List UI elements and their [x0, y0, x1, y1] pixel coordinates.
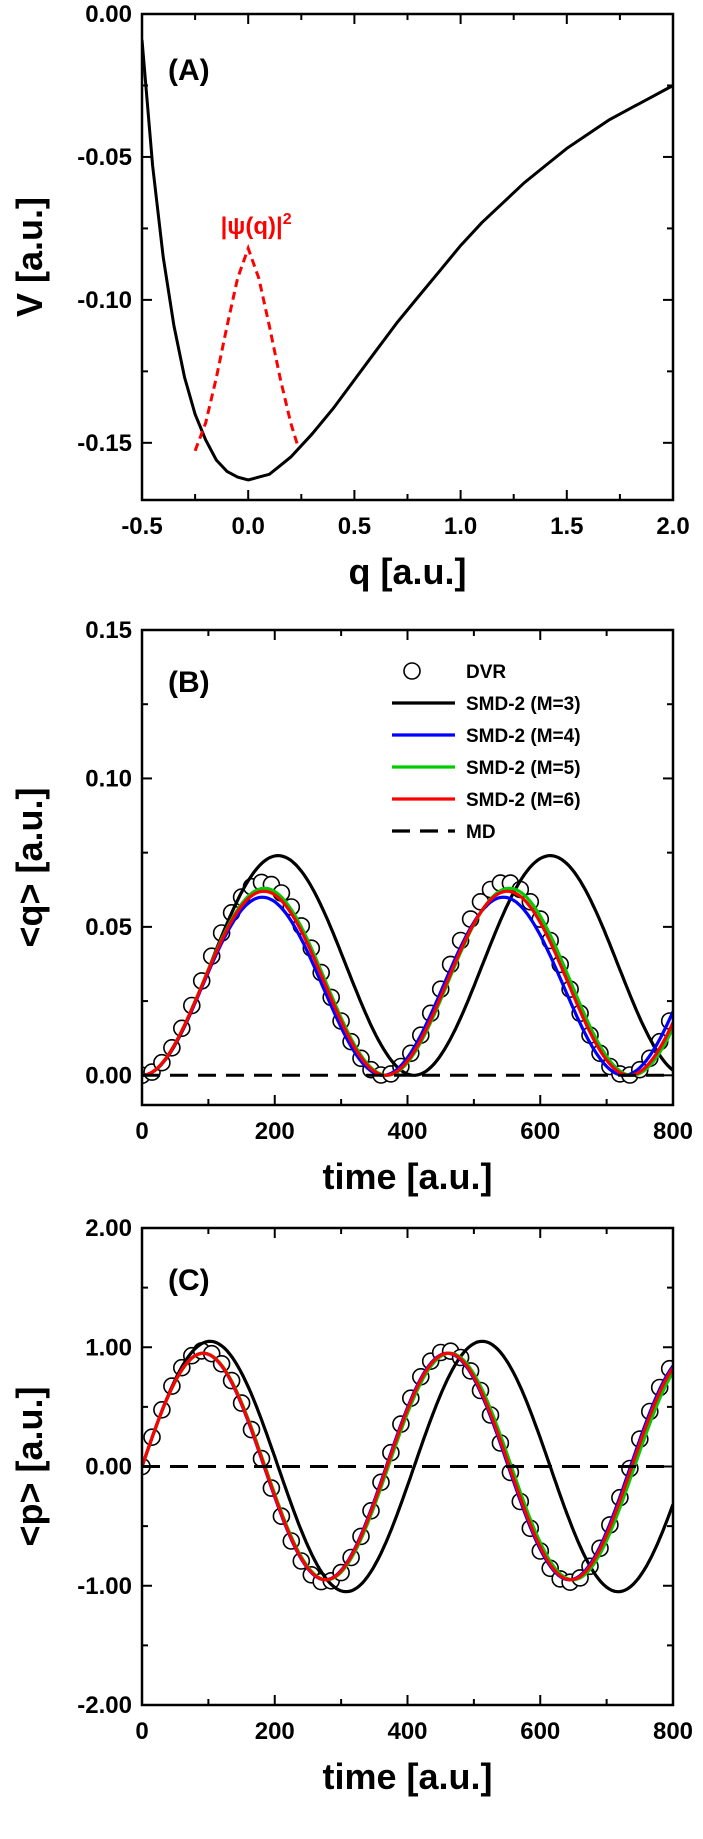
chart-panel-3: 0 200 400 600 800 -2.00 -1.00 0.00 1.00 2.00 time …: [9, 1215, 693, 1797]
y-tick-label: 0.15: [85, 617, 132, 644]
series-line-0: [142, 39, 673, 482]
chart-panel-1: -0.5 0.0 0.5 1.0 1.5 2.0 0.00 -0.05 -0.10 -0.15 q …: [9, 1, 690, 592]
legend-label: SMD-2 (M=6): [466, 790, 581, 811]
y-axis-title: <q> [a.u.]: [9, 787, 50, 947]
y-tick-label: -2.00: [77, 1692, 132, 1719]
series-smd-2-m-3--line: [142, 1339, 673, 1594]
y-tick-label: -0.05: [77, 144, 132, 171]
legend-entry: SMD-2 (M=5): [392, 758, 581, 779]
legend-label: SMD-2 (M=5): [466, 758, 581, 779]
y-tick-label: 0.00: [85, 1, 132, 28]
x-tick-label: -0.5: [121, 513, 162, 540]
plot-area: [142, 1339, 673, 1594]
x-tick-label: 600: [520, 1118, 560, 1145]
legend-entry: MD: [392, 822, 496, 843]
x-tick-label: 200: [255, 1118, 295, 1145]
x-tick-label: 0.0: [232, 513, 265, 540]
y-tick-label: 2.00: [85, 1215, 132, 1242]
legend-marker: [403, 662, 421, 680]
plot-area: [142, 853, 673, 1085]
x-tick-label: 1.5: [550, 513, 583, 540]
panel-label: (B): [168, 666, 210, 699]
x-tick-label: 1.0: [444, 513, 477, 540]
series-smd-2-m-6--line: [142, 889, 673, 1077]
x-tick-label: 2.0: [656, 513, 689, 540]
legend-entry: DVR: [403, 662, 506, 683]
y-tick-label: 0.10: [85, 765, 132, 792]
y-axis-title: V [a.u.]: [9, 197, 50, 317]
panel-label: (C): [168, 1264, 210, 1297]
y-tick-label: 0.00: [85, 1454, 132, 1481]
y-tick-label: 1.00: [85, 1334, 132, 1361]
x-tick-label: 800: [653, 1718, 693, 1745]
legend-label: MD: [466, 822, 496, 843]
plot-frame: [140, 12, 675, 502]
x-tick-label: 0: [135, 1718, 148, 1745]
y-tick-label: -0.15: [77, 430, 132, 457]
x-axis-title: q [a.u.]: [349, 551, 467, 592]
x-tick-label: 800: [653, 1118, 693, 1145]
series-smd-2-m-6--line: [142, 1351, 673, 1582]
y-tick-label: -0.10: [77, 287, 132, 314]
x-tick-label: 400: [387, 1118, 427, 1145]
y-axis-title: <p> [a.u.]: [9, 1386, 50, 1546]
y-tick-label: 0.05: [85, 914, 132, 941]
x-tick-label: 0.5: [338, 513, 371, 540]
legend-entry: SMD-2 (M=3): [392, 694, 581, 715]
x-axis-title: time [a.u.]: [322, 1156, 492, 1197]
legend: DVR SMD-2 (M=3) SMD-2 (M=4) SMD-2 (M=5) SMD-…: [392, 662, 581, 843]
x-axis-title: time [a.u.]: [322, 1756, 492, 1797]
legend-entry: SMD-2 (M=4): [392, 726, 581, 747]
plot-area: [142, 39, 673, 482]
x-tick-label: 600: [520, 1718, 560, 1745]
y-tick-label: -1.00: [77, 1573, 132, 1600]
legend-label: SMD-2 (M=4): [466, 726, 581, 747]
legend-entry: SMD-2 (M=6): [392, 790, 581, 811]
chart-panel-2: 0 200 400 600 800 0.00 0.05 0.10 0.15 time [a.u.]…: [9, 617, 693, 1197]
x-tick-label: 0: [135, 1118, 148, 1145]
y-tick-label: 0.00: [85, 1062, 132, 1089]
series-line-1: [193, 243, 299, 452]
x-tick-label: 200: [255, 1718, 295, 1745]
psi-squared-annotation: |ψ(q)|2: [221, 211, 292, 240]
x-tick-label: 400: [387, 1718, 427, 1745]
legend-label: SMD-2 (M=3): [466, 694, 581, 715]
panel-label: (A): [168, 54, 210, 87]
legend-label: DVR: [466, 662, 506, 683]
